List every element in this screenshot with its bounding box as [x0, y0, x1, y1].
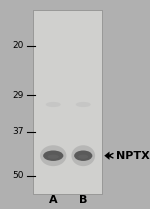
Text: A: A [49, 195, 58, 205]
Ellipse shape [46, 102, 61, 107]
Text: 50: 50 [12, 171, 24, 180]
Ellipse shape [74, 150, 92, 161]
Ellipse shape [43, 150, 63, 161]
Bar [33, 10, 102, 194]
Text: NPTX: NPTX [116, 151, 150, 161]
Polygon shape [104, 152, 109, 160]
Ellipse shape [48, 155, 59, 159]
Ellipse shape [76, 102, 91, 107]
Ellipse shape [78, 155, 88, 159]
Text: 20: 20 [13, 41, 24, 51]
Text: 37: 37 [12, 127, 24, 136]
Ellipse shape [71, 145, 95, 166]
Text: B: B [79, 195, 87, 205]
Ellipse shape [40, 145, 66, 166]
Text: 29: 29 [13, 90, 24, 100]
